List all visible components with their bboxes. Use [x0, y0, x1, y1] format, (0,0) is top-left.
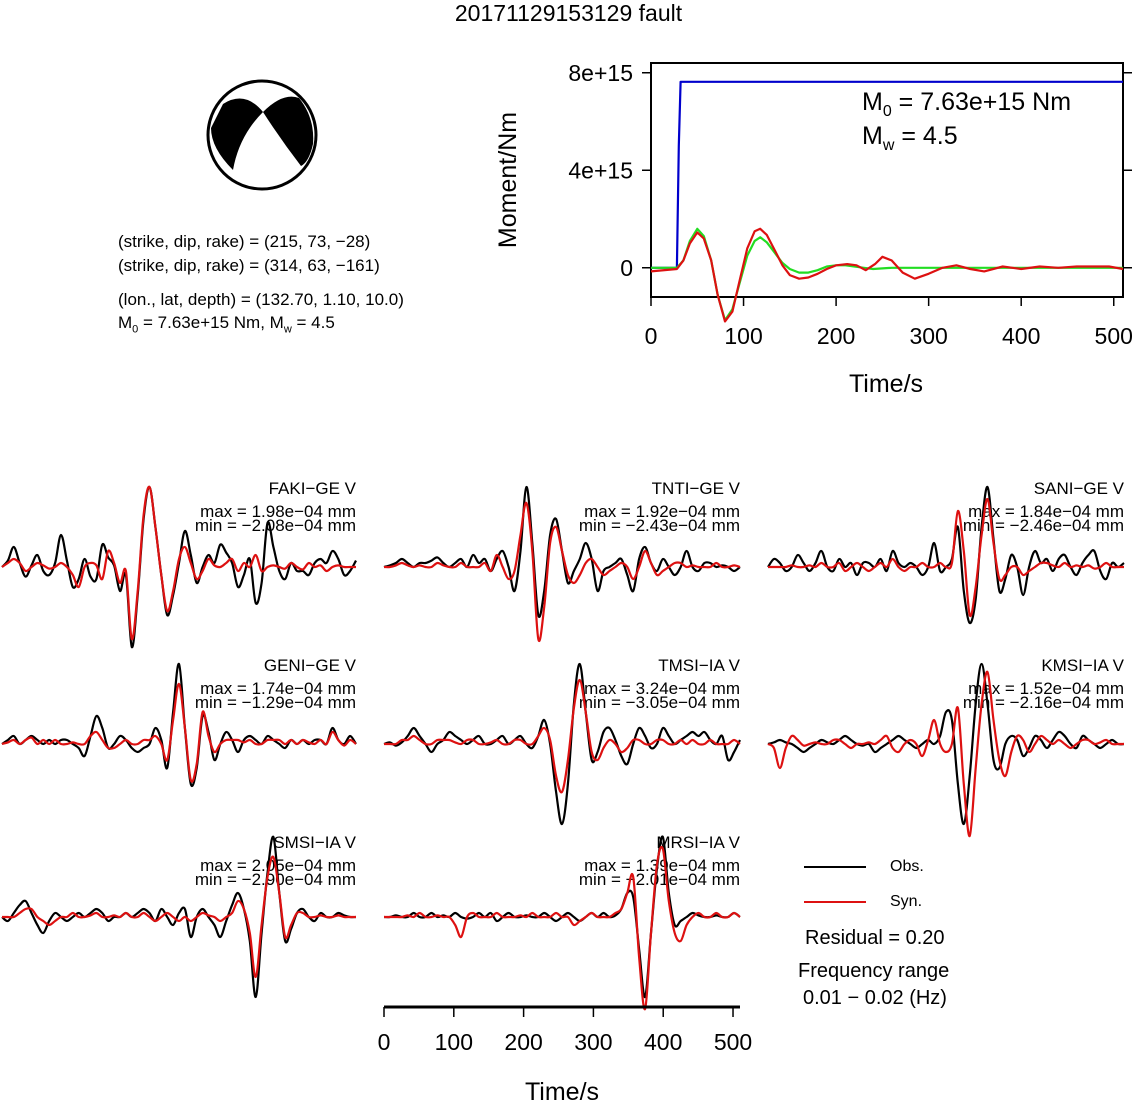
station-max: max = 2.05e−04 mm [200, 856, 356, 875]
time-axis-tick-label: 300 [574, 1029, 612, 1055]
station-min: min = −2.46e−04 mm [963, 516, 1124, 535]
station-name: FAKI−GE V [269, 479, 357, 498]
time-axis-label: Time/s [525, 1078, 599, 1104]
synthetic-waveform [383, 678, 741, 794]
observed-waveform [767, 662, 1125, 826]
x-tick-label: 500 [1095, 323, 1133, 349]
x-axis-label: Time/s [849, 370, 923, 398]
station-min: min = −2.01e−04 mm [579, 870, 740, 889]
nodal-plane-1: (strike, dip, rake) = (215, 73, −28) [118, 232, 371, 251]
station-name: SMSI−IA V [273, 833, 356, 852]
time-axis-tick-label: 400 [644, 1029, 682, 1055]
moment-panel-mw: Mw = 4.5 [862, 122, 958, 154]
station-name: SANI−GE V [1034, 479, 1125, 498]
station-name: TNTI−GE V [652, 479, 741, 498]
station-name: MRSI−IA V [656, 833, 740, 852]
station-min: min = −2.90e−04 mm [195, 870, 356, 889]
time-axis-tick-label: 500 [714, 1029, 752, 1055]
station-min: min = −2.43e−04 mm [579, 516, 740, 535]
synthetic-waveform [2, 855, 356, 979]
station-max: max = 1.92e−04 mm [584, 502, 740, 521]
frequency-range-value: 0.01 − 0.02 (Hz) [803, 987, 947, 1009]
hypocenter-info: (lon., lat, depth) = (132.70, 1.10, 10.0… [118, 290, 404, 309]
legend-syn-label: Syn. [890, 893, 923, 910]
station-max: max = 3.24e−04 mm [584, 679, 740, 698]
synthetic-waveform [767, 670, 1124, 838]
synthetic-waveform [383, 501, 741, 643]
residual-text: Residual = 0.20 [805, 927, 945, 949]
station-min: min = −2.08e−04 mm [195, 516, 356, 535]
station-max: max = 1.52e−04 mm [968, 679, 1124, 698]
time-axis-tick-label: 0 [378, 1029, 391, 1055]
station-name: TMSI−IA V [658, 656, 740, 675]
x-tick-label: 200 [817, 323, 855, 349]
station-name: KMSI−IA V [1041, 656, 1124, 675]
station-max: max = 1.74e−04 mm [200, 679, 356, 698]
legend-obs-label: Obs. [890, 858, 924, 875]
station-name: GENI−GE V [264, 656, 357, 675]
y-tick-label: 4e+15 [568, 157, 633, 183]
x-tick-label: 400 [1002, 323, 1040, 349]
moment-plot-frame [650, 62, 1124, 298]
station-max: max = 1.84e−04 mm [968, 502, 1124, 521]
station-min: min = −1.29e−04 mm [195, 693, 356, 712]
x-tick-label: 0 [645, 323, 658, 349]
legend-lines [804, 866, 866, 903]
station-min: min = −3.05e−04 mm [579, 693, 740, 712]
station-min: min = −2.16e−04 mm [963, 693, 1124, 712]
moment-function-chart: 0 4e+15 8e+15 0 100 200 300 400 500 Time/s Moment/… [494, 60, 1133, 398]
station-max: max = 1.98e−04 mm [200, 502, 356, 521]
y-axis-label: Moment/Nm [494, 112, 522, 248]
synthetic-waveform [1, 485, 356, 641]
synthetic-waveform [384, 845, 741, 1011]
nodal-plane-2: (strike, dip, rake) = (314, 63, −161) [118, 256, 380, 275]
x-tick-label: 100 [724, 323, 762, 349]
figure-title: 20171129153129 fault [454, 0, 683, 26]
synthetic-waveform [767, 497, 1124, 618]
frequency-range-label: Frequency range [798, 960, 950, 982]
time-axis-tick-label: 200 [504, 1029, 542, 1055]
focal-mechanism-beachball [206, 79, 318, 191]
x-tick-label: 300 [909, 323, 947, 349]
station-max: max = 1.39e−04 mm [584, 856, 740, 875]
time-axis-tick-label: 100 [435, 1029, 473, 1055]
y-tick-label: 0 [620, 255, 633, 281]
synthetic-waveform [1, 682, 357, 783]
y-tick-label: 8e+15 [568, 60, 633, 86]
magnitude-info: M0 = 7.63e+15 Nm, Mw = 4.5 [118, 313, 335, 336]
moment-series-line [650, 227, 1124, 323]
moment-panel-m0: M0 = 7.63e+15 Nm [862, 88, 1072, 120]
